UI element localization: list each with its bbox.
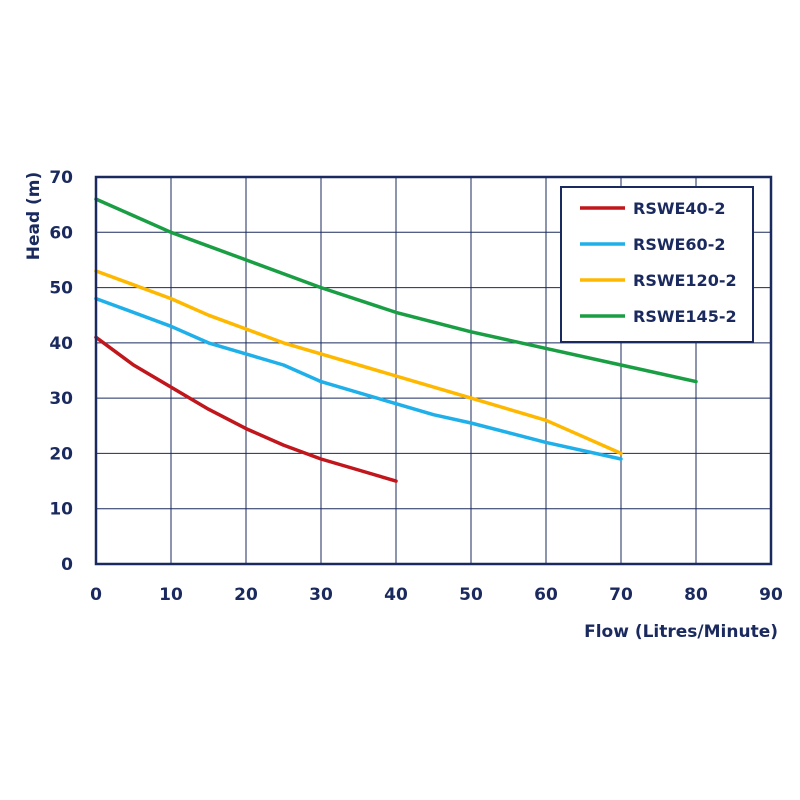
legend-label: RSWE60-2 [633,235,725,254]
plot-area-frame [94,175,773,566]
legend-label: RSWE145-2 [633,307,737,326]
x-tick-label: 90 [759,585,783,605]
x-tick-label: 60 [534,585,558,605]
x-tick-label: 20 [234,585,258,605]
x-tick-label: 40 [384,585,408,605]
y-tick-label: 20 [49,444,73,464]
x-tick-label: 30 [309,585,333,605]
series-line-rswe145-2 [94,197,698,384]
y-tick-label: 40 [49,334,73,354]
y-tick-label: 50 [49,279,73,299]
y-axis-title: Head (m) [24,172,44,261]
y-tick-labels: 0 10 20 30 40 50 60 70 [49,168,73,575]
y-tick-label: 10 [49,500,73,520]
legend: RSWE40-2 RSWE60-2 RSWE120-2 RSWE145-2 [560,186,754,343]
series-line-rswe120-2 [94,269,623,456]
y-tick-label: 60 [49,223,73,243]
x-tick-labels: 0 10 20 30 40 50 60 70 80 90 [90,585,783,605]
x-tick-label: 50 [459,585,483,605]
series-line-rswe40-2 [94,335,398,483]
x-tick-label: 80 [684,585,708,605]
y-tick-label: 30 [49,389,73,409]
x-tick-label: 0 [90,585,102,605]
series-line-rswe60-2 [94,296,623,461]
y-tick-label: 0 [61,555,73,575]
x-tick-label: 10 [159,585,183,605]
x-axis-title: Flow (Litres/Minute) [584,622,778,642]
y-tick-label: 70 [49,168,73,188]
legend-label: RSWE120-2 [633,271,737,290]
series-lines [94,197,698,483]
legend-label: RSWE40-2 [633,199,725,218]
x-tick-label: 70 [609,585,633,605]
